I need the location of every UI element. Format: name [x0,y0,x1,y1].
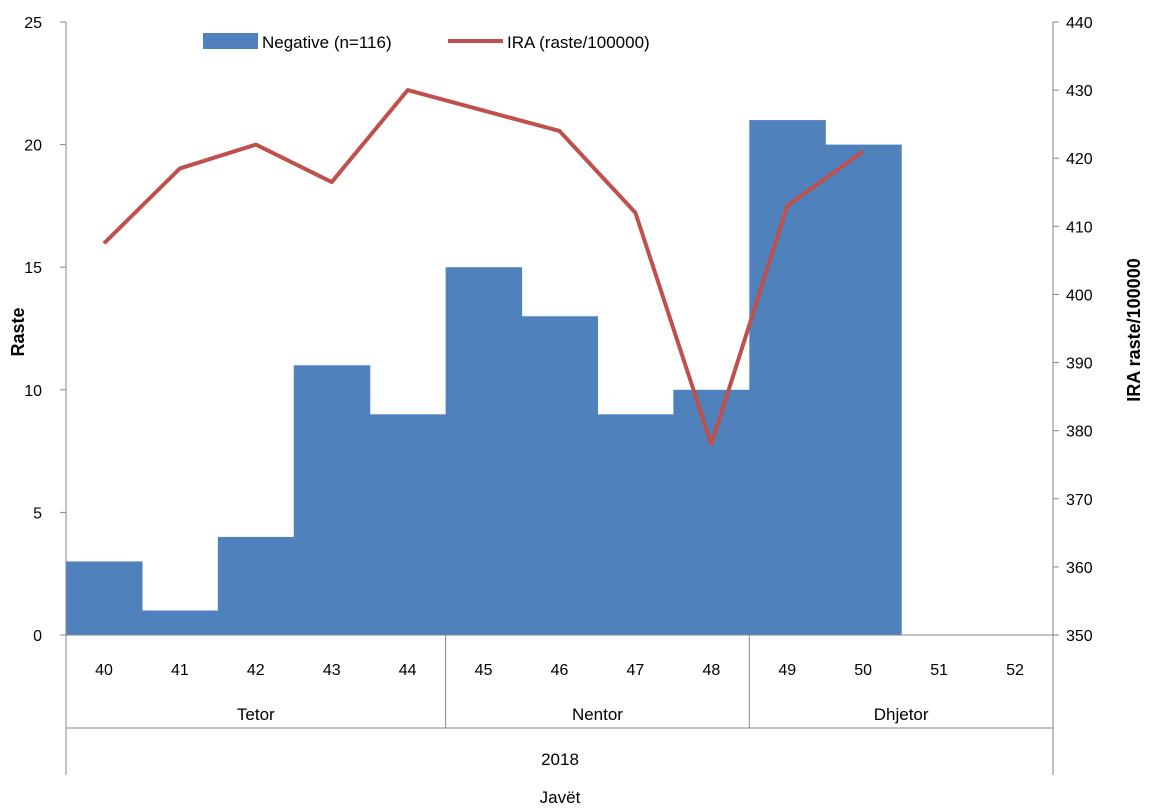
x-tick-label: 52 [1006,662,1024,679]
bar-week-43 [293,365,371,635]
x-axis-title: Javët [540,788,581,807]
y-tick-label: 10 [24,383,42,400]
y2-tick-label: 370 [1066,492,1093,509]
y2-tick-label: 440 [1066,15,1093,32]
y2-axis-title: IRA raste/100000 [1124,258,1144,401]
y2-tick-label: 360 [1066,560,1093,577]
month-label: Dhjetor [874,705,929,724]
y2-tick-label: 380 [1066,424,1093,441]
month-label: Nentor [572,705,623,724]
y-tick-label: 5 [33,505,42,522]
x-tick-label: 43 [323,662,341,679]
x-tick-label: 47 [627,662,645,679]
legend: Negative (n=116) IRA (raste/100000) [203,33,650,52]
legend-label-negative: Negative (n=116) [262,33,392,52]
bar-week-40 [66,561,143,635]
x-tick-label: 41 [171,662,189,679]
y-tick-label: 15 [24,260,42,277]
bar-week-41 [141,610,219,635]
y2-tick-label: 420 [1066,151,1093,168]
x-tick-label: 44 [399,662,417,679]
y-tick-label: 25 [24,15,42,32]
x-tick-label: 45 [475,662,493,679]
bar-week-48 [673,389,750,635]
x-tick-label: 46 [551,662,569,679]
y-tick-label: 20 [24,138,42,155]
legend-swatch-negative [203,33,258,49]
y2-tick-label: 410 [1066,219,1093,236]
bar-week-45 [445,267,523,635]
y2-tick-label: 350 [1066,628,1093,645]
year-label: 2018 [541,750,579,769]
tick-labels: 0 5 10 15 20 25 350 360 370 380 390 400 410 420 430 440 [24,15,1093,645]
legend-label-ira: IRA (raste/100000) [507,33,650,52]
x-tick-label: 49 [778,662,796,679]
x-tick-label: 42 [247,662,265,679]
x-category-labels: 40 41 42 43 44 45 46 47 48 49 50 51 52 [95,662,1024,679]
x-tick-label: 50 [854,662,872,679]
axes [60,21,1059,775]
ira-line [102,88,865,447]
x-tick-label: 48 [702,662,720,679]
x-tick-label: 40 [95,662,113,679]
month-group-labels: Tetor Nentor Dhjetor [237,705,929,724]
bar-week-47 [597,414,674,635]
bar-week-50 [825,144,902,635]
line-series [102,88,865,447]
bar-week-49 [749,120,826,635]
y-tick-label: 0 [33,628,42,645]
bar-series [66,120,902,635]
x-tick-label: 51 [930,662,948,679]
y-axis-title: Raste [8,307,28,356]
month-label: Tetor [237,705,275,724]
y2-tick-label: 390 [1066,356,1093,373]
y2-tick-label: 430 [1066,83,1093,100]
y2-tick-label: 400 [1066,287,1093,304]
bar-week-46 [521,316,599,635]
bar-week-42 [217,536,295,635]
bar-week-44 [369,414,447,635]
